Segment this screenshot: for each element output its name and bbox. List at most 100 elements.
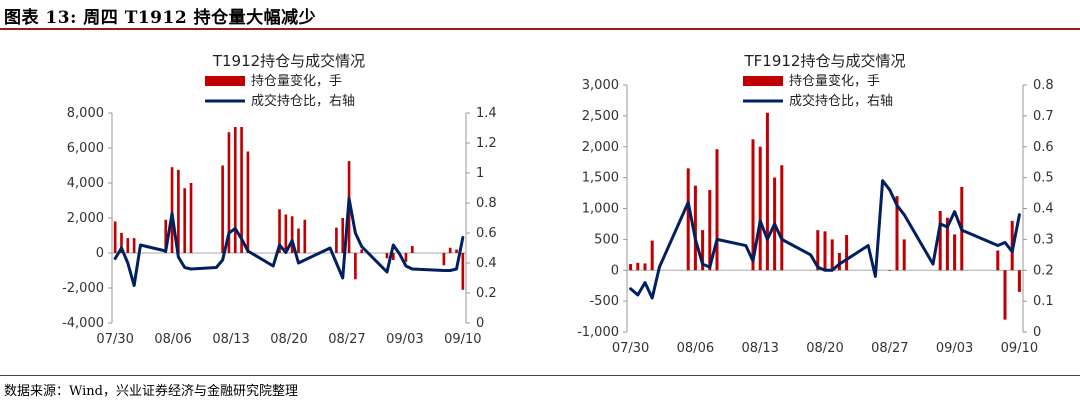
- legend-bar-swatch: [205, 76, 245, 86]
- bar: [227, 132, 231, 253]
- bar: [183, 188, 187, 253]
- left-axis-tick-label: 0: [96, 246, 104, 261]
- bar: [391, 253, 395, 260]
- right-axis-tick-label: 0.8: [1033, 78, 1054, 93]
- chart-title: T1912持仓与成交情况: [212, 52, 365, 70]
- bar: [1003, 270, 1007, 320]
- left-axis-tick-label: -4,000: [62, 316, 104, 331]
- bar: [132, 238, 136, 254]
- bar: [686, 168, 690, 271]
- header-rule: [0, 28, 1080, 30]
- bar: [126, 238, 130, 254]
- x-tick-label: 08/06: [677, 341, 714, 356]
- bar: [816, 230, 820, 271]
- bar: [360, 249, 364, 253]
- legend-bar-swatch: [743, 76, 783, 86]
- left-axis-tick-label: 3,000: [582, 78, 619, 93]
- source-note: 数据来源：Wind，兴业证券经济与金融研究院整理: [4, 384, 298, 399]
- bar: [246, 151, 250, 253]
- bar: [442, 253, 446, 266]
- right-axis-tick-label: 0.1: [1033, 294, 1054, 309]
- bar: [189, 183, 193, 253]
- bar: [233, 127, 237, 253]
- legend-label-line: 成交持仓比，右轴: [251, 93, 355, 109]
- left-axis-tick-label: 2,000: [582, 140, 619, 155]
- bar: [448, 247, 452, 253]
- bar: [765, 112, 769, 271]
- x-tick-label: 07/30: [612, 341, 649, 356]
- x-tick-label: 08/13: [212, 332, 249, 347]
- bar: [170, 167, 174, 253]
- x-tick-label: 09/10: [444, 332, 481, 347]
- bar: [636, 262, 640, 271]
- right-axis-tick-label: 0: [1033, 325, 1041, 340]
- bar: [335, 227, 338, 254]
- bar: [996, 250, 1000, 271]
- bar: [650, 240, 654, 271]
- bar: [715, 149, 719, 271]
- bar: [164, 219, 168, 253]
- right-axis-tick-label: 0.2: [1033, 263, 1054, 278]
- left-axis-tick-label: 2,000: [67, 211, 104, 226]
- bar: [938, 210, 942, 271]
- bar: [693, 185, 697, 271]
- bar: [895, 196, 899, 271]
- left-axis-tick-label: -2,000: [62, 281, 104, 296]
- right-axis-tick-label: 0.6: [476, 226, 497, 241]
- right-axis-tick-label: 0.5: [1033, 171, 1054, 186]
- ratio-line: [113, 197, 465, 287]
- bar: [354, 253, 357, 280]
- bar: [629, 264, 633, 271]
- figure-title: 图表 13: 周四 T1912 持仓量大幅减少: [4, 8, 317, 28]
- bar: [177, 169, 180, 254]
- bar: [120, 232, 123, 254]
- right-axis-tick-label: 1: [476, 166, 484, 181]
- right-axis-tick-label: 0: [476, 316, 484, 331]
- right-axis-tick-label: 1.4: [476, 106, 497, 121]
- bar: [297, 228, 300, 253]
- bar: [221, 165, 224, 253]
- x-tick-label: 08/06: [154, 332, 191, 347]
- figure-header: 图表 13: 周四 T1912 持仓量大幅减少: [0, 0, 1080, 30]
- legend-label-bar: 持仓量变化，手: [251, 73, 342, 89]
- bar: [113, 221, 117, 253]
- bar: [278, 209, 281, 253]
- x-tick-label: 08/20: [806, 341, 843, 356]
- right-axis-tick-label: 0.4: [476, 256, 497, 271]
- right-axis-tick-label: 0.3: [1033, 232, 1054, 247]
- bar: [902, 239, 906, 271]
- x-tick-label: 09/10: [1001, 341, 1038, 356]
- bar: [303, 219, 307, 253]
- right-axis-tick-label: 1.2: [476, 136, 497, 151]
- chart-title: TF1912持仓与成交情况: [744, 52, 906, 70]
- legend-label-line: 成交持仓比，右轴: [789, 93, 893, 109]
- left-axis-tick-label: 4,000: [67, 176, 104, 191]
- x-tick-label: 08/20: [270, 332, 307, 347]
- bar: [780, 165, 784, 271]
- bar: [751, 139, 755, 271]
- right-axis-tick-label: 0.8: [476, 196, 497, 211]
- bar: [888, 270, 892, 271]
- right-axis-tick-label: 0.4: [1033, 202, 1054, 217]
- legend-label-bar: 持仓量变化，手: [789, 73, 880, 89]
- right-axis-tick-label: 0.6: [1033, 140, 1054, 155]
- bar: [953, 234, 957, 271]
- bar: [385, 253, 389, 259]
- left-axis-tick-label: -1,000: [577, 325, 619, 340]
- left-axis-tick-label: 8,000: [67, 106, 104, 121]
- x-tick-label: 08/27: [871, 341, 908, 356]
- bar: [845, 235, 849, 271]
- right-axis-tick-label: 0.7: [1033, 109, 1054, 124]
- left-axis-tick-label: 0: [611, 263, 619, 278]
- bar: [837, 252, 841, 271]
- bar: [823, 231, 827, 271]
- right-axis-tick-label: 0.2: [476, 286, 497, 301]
- footer-rule: [0, 375, 1080, 376]
- bar: [830, 239, 834, 271]
- x-tick-label: 07/30: [96, 332, 133, 347]
- ratio-line: [629, 179, 1021, 300]
- bar: [404, 253, 408, 262]
- x-tick-label: 09/03: [936, 341, 973, 356]
